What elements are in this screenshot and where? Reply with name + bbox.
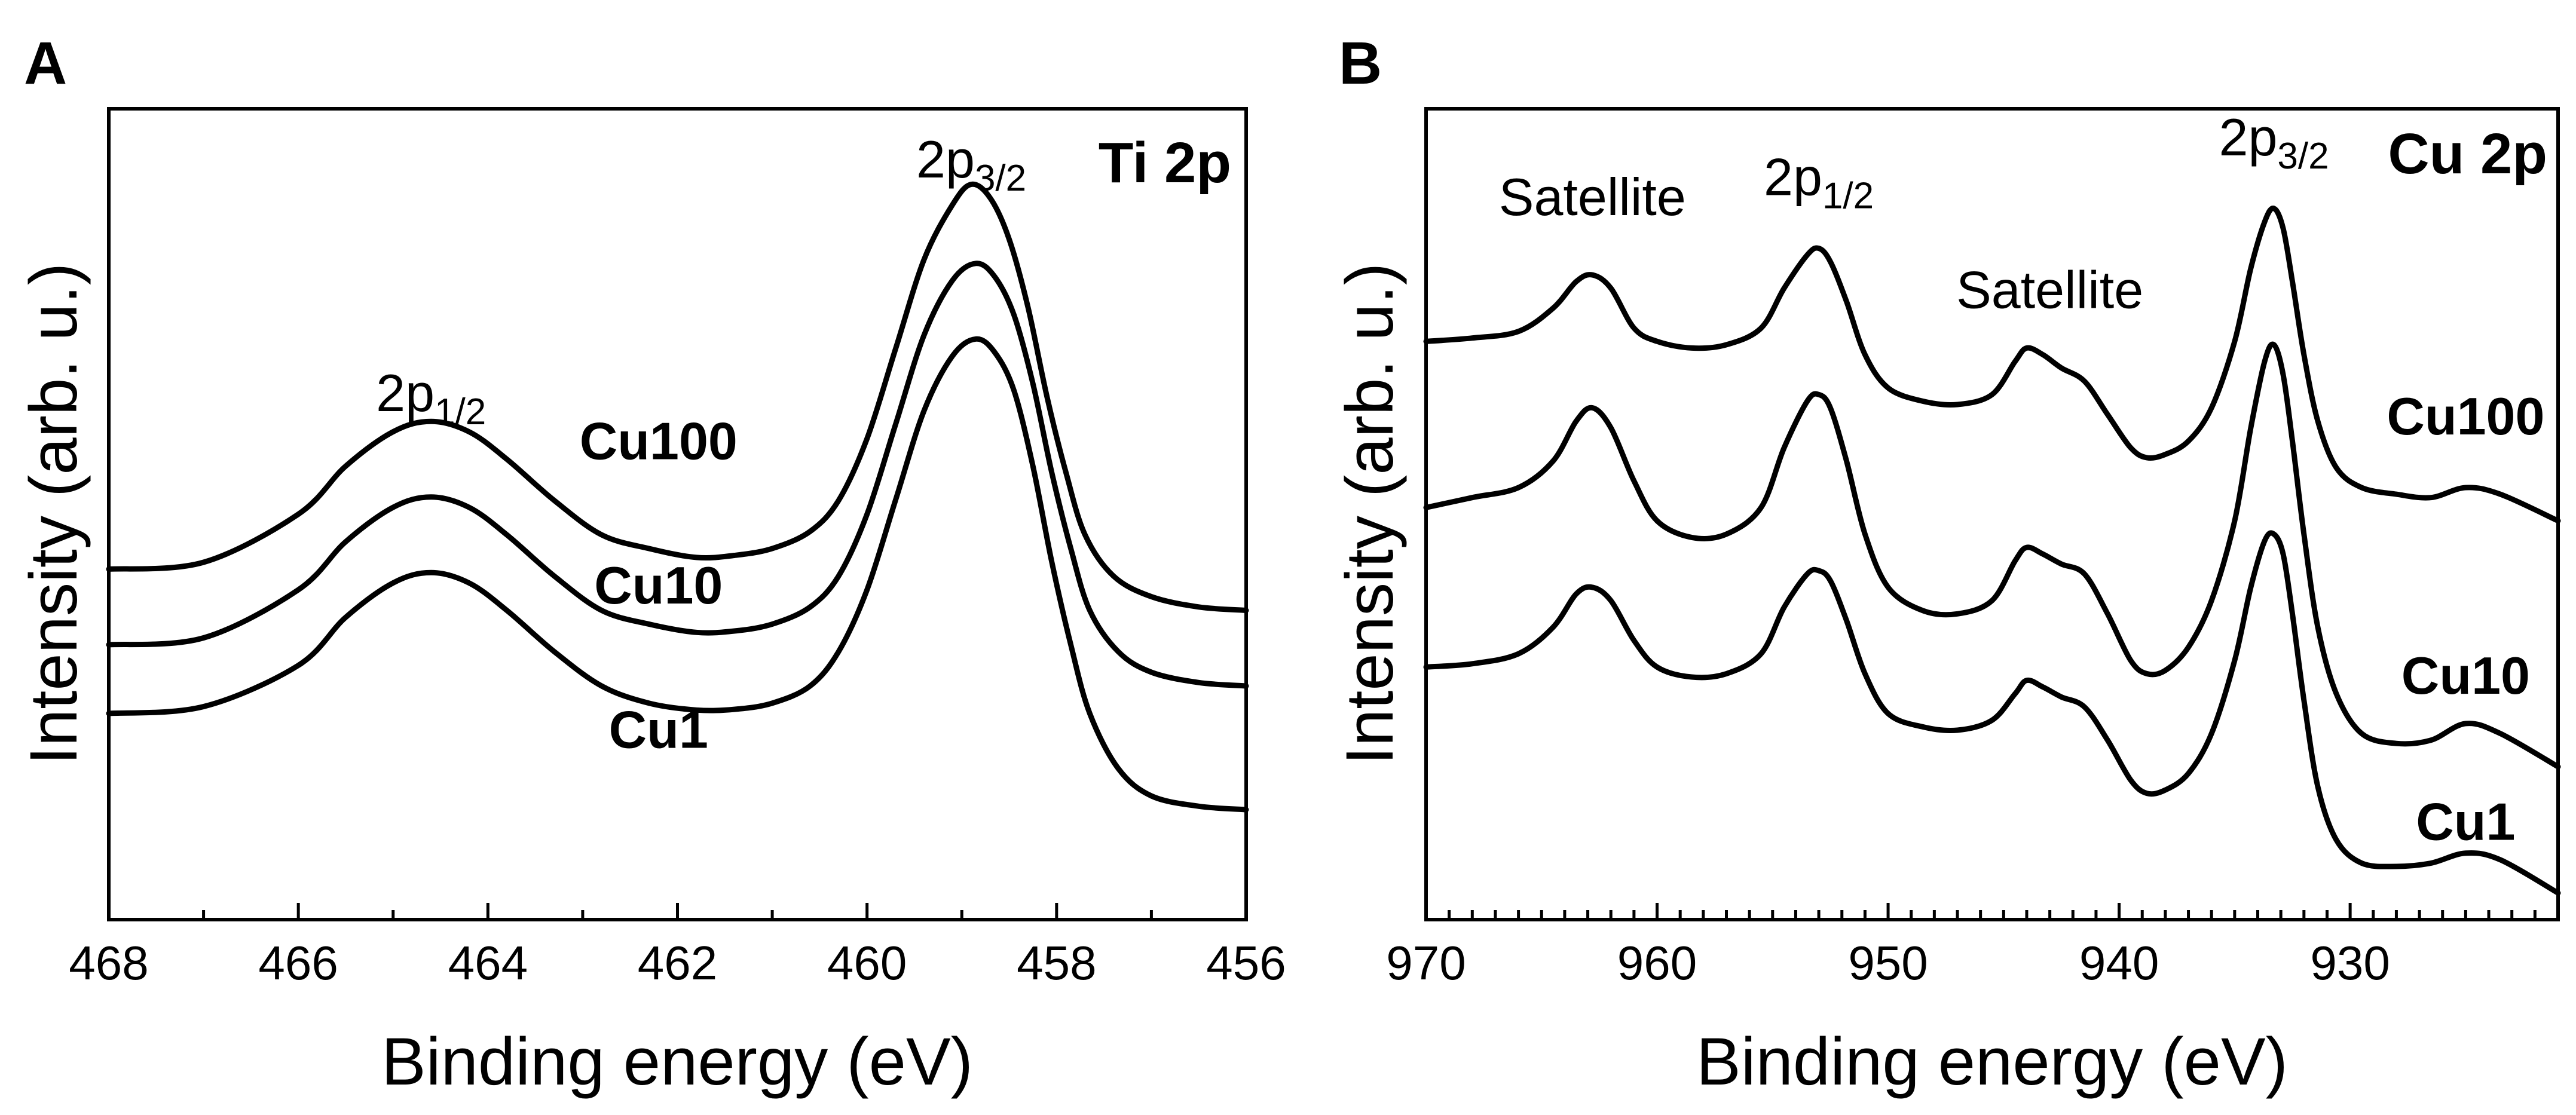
satellite-annotation: Satellite (1956, 261, 2143, 320)
series-label-cu100: Cu100 (2387, 387, 2544, 446)
x-tick-label: 940 (2079, 936, 2159, 990)
x-tick-label: 456 (1206, 936, 1286, 990)
panel-b-x-ticks: 970 960 950 940 930 (1386, 903, 2537, 990)
x-tick-label: 960 (1617, 936, 1697, 990)
x-tick-label: 950 (1848, 936, 1928, 990)
series-line-cu10 (1423, 341, 2561, 770)
series-label-cu1: Cu1 (2416, 792, 2515, 851)
panel-letter-a: A (24, 30, 67, 97)
series-line-cu1 (106, 336, 1249, 813)
series-line-cu1 (1423, 530, 2561, 896)
series-line-cu10 (106, 261, 1249, 689)
x-tick-label: 462 (638, 936, 717, 990)
series-label-cu10: Cu10 (594, 556, 723, 615)
series-line-cu100 (1423, 206, 2561, 524)
x-tick-label: 458 (1017, 936, 1096, 990)
series-label-cu1: Cu1 (609, 700, 708, 759)
panel-a-x-axis-label: Binding energy (eV) (381, 1024, 973, 1099)
x-tick-label: 464 (448, 936, 528, 990)
panel-b-series-labels: Cu100 Cu10 Cu1 (2387, 387, 2544, 851)
panel-a-x-ticks: 468 466 464 462 460 458 456 (69, 903, 1286, 990)
panel-a-y-axis-label: Intensity (arb. u.) (16, 263, 91, 765)
x-tick-label: 466 (258, 936, 338, 990)
panel-a-title: Ti 2p (1099, 131, 1231, 195)
panel-a-series-labels: Cu100 Cu10 Cu1 (580, 412, 738, 759)
series-label-cu10: Cu10 (2401, 646, 2530, 705)
panel-b-annotations: Satellite 2p1/2 Satellite 2p3/2 (1499, 108, 2329, 320)
panel-a-ti-2p: A 468 466 464 462 460 458 456 Cu100 Cu10 Cu1 2p1… (16, 30, 1286, 1099)
x-tick-label: 970 (1386, 936, 1466, 990)
panel-b-title: Cu 2p (2388, 122, 2547, 186)
panel-b-y-axis-label: Intensity (arb. u.) (1332, 263, 1407, 765)
x-tick-label: 468 (69, 936, 148, 990)
series-line-cu100 (106, 181, 1249, 613)
x-tick-label: 460 (827, 936, 907, 990)
x-tick-label: 930 (2310, 936, 2390, 990)
panel-b-plot-frame (1424, 107, 2560, 921)
series-label-cu100: Cu100 (580, 412, 738, 471)
satellite-annotation: Satellite (1499, 167, 1686, 226)
peak-annotation: 2p1/2 (376, 363, 486, 433)
panel-b-curves (1423, 206, 2561, 896)
peak-annotation: 2p3/2 (2219, 108, 2329, 177)
peak-annotation: 2p3/2 (916, 130, 1026, 199)
panel-letter-b: B (1339, 30, 1382, 97)
peak-annotation: 2p1/2 (1764, 148, 1874, 217)
panel-a-curves (106, 181, 1249, 813)
panel-a-annotations: 2p1/2 2p3/2 (376, 130, 1026, 433)
panel-b-x-axis-label: Binding energy (eV) (1696, 1024, 2288, 1099)
panel-b-cu-2p: B 970 960 950 940 930 Cu100 Cu10 Cu1 Satellite… (1332, 30, 2561, 1099)
